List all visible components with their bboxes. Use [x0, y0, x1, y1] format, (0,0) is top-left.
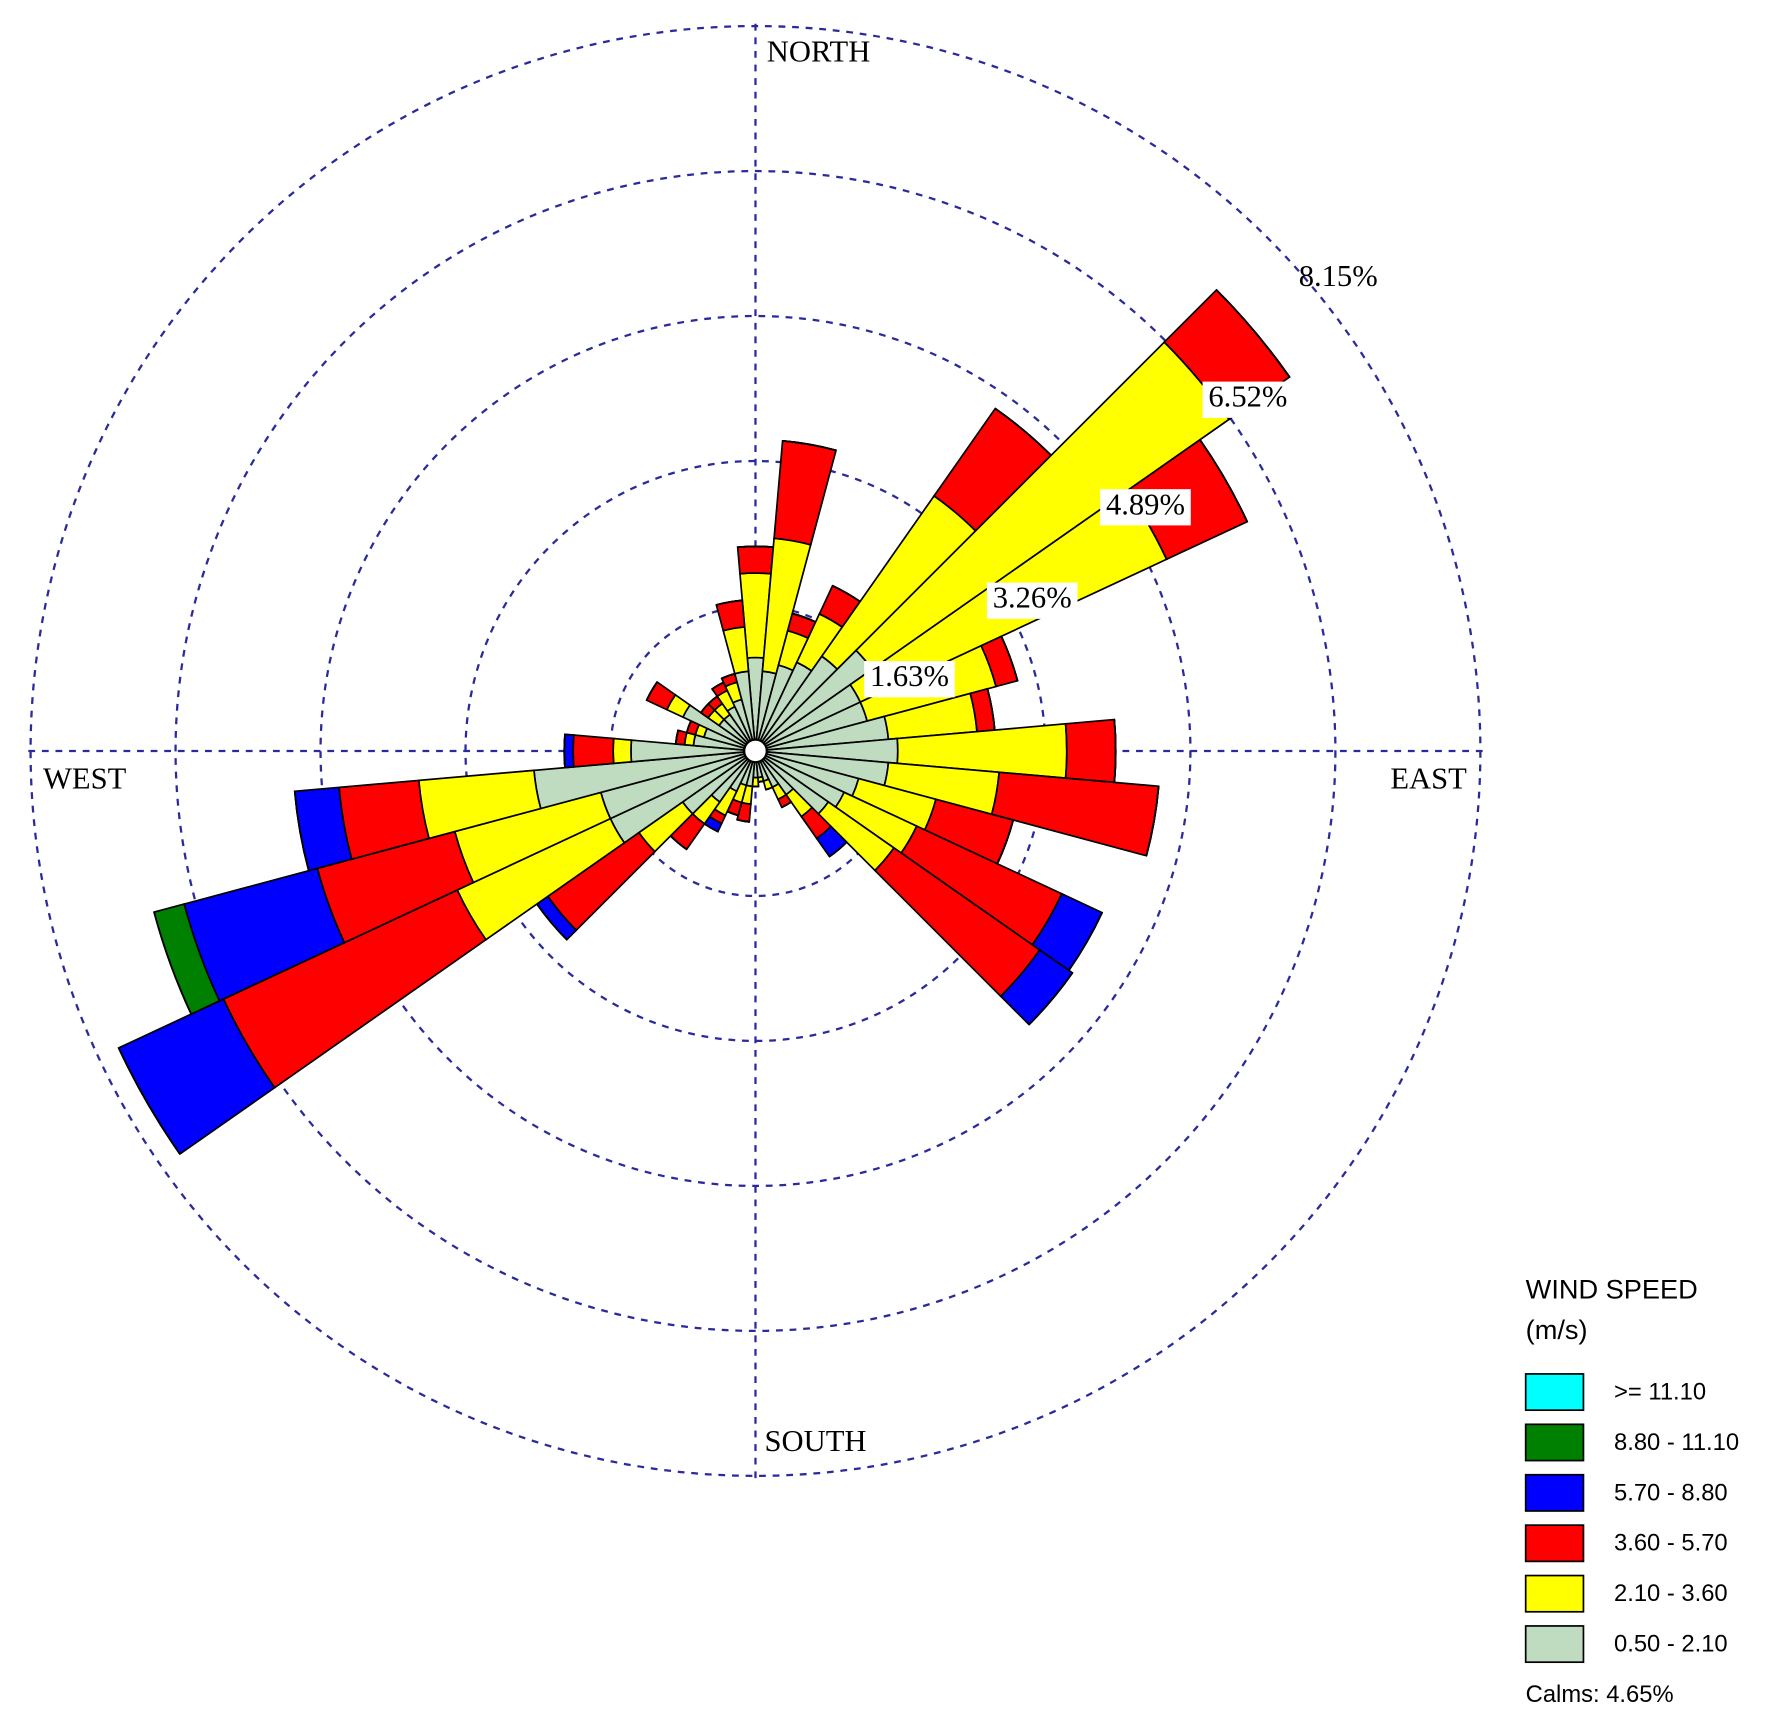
- wind-segment: [773, 439, 838, 546]
- bars: [117, 288, 1291, 1156]
- compass-label: WEST: [43, 762, 127, 796]
- wind-segment: [1000, 635, 1019, 681]
- compass-label: EAST: [1390, 762, 1467, 796]
- legend-swatch: [1524, 1423, 1585, 1462]
- wind-segment: [715, 599, 746, 632]
- legend-swatch: [1524, 1574, 1585, 1613]
- labels: 1.63% 3.26% 4.89% 6.52% 8.15% NORTH EAST SOUTH W…: [43, 34, 1467, 1458]
- legend-swatch: [1524, 1524, 1585, 1563]
- ring-label-bg: [1100, 489, 1191, 526]
- wind-segment: [737, 545, 774, 549]
- wind-segment: [1145, 786, 1160, 856]
- wind-segment: [612, 737, 633, 765]
- wind-segment: [117, 1047, 181, 1155]
- legend-title: (m/s): [1526, 1314, 1588, 1345]
- legend-label: 3.60 - 5.70: [1614, 1530, 1728, 1557]
- wind-segment: [765, 786, 773, 791]
- compass-label: NORTH: [767, 34, 870, 68]
- wind-segment: [563, 734, 566, 768]
- ring-label: 6.52%: [1208, 380, 1287, 414]
- ring-label: 1.63%: [870, 659, 949, 693]
- ring-label-bg: [1202, 381, 1294, 418]
- legend-label: 5.70 - 8.80: [1614, 1479, 1728, 1506]
- legend-swatch: [1524, 1373, 1585, 1412]
- ring-label: 3.26%: [993, 581, 1072, 615]
- ring-label-bg: [864, 661, 955, 698]
- grid-ring: [174, 169, 1337, 1333]
- wind-segment: [736, 545, 775, 575]
- wind-segment: [645, 681, 658, 701]
- wind-segment: [572, 734, 615, 768]
- legend-swatch: [1524, 1473, 1585, 1512]
- wind-segment: [1215, 289, 1291, 378]
- wind-segment: [1064, 718, 1117, 784]
- legend-label: 0.50 - 2.10: [1614, 1630, 1728, 1657]
- wind-segment: [563, 733, 575, 769]
- wind-segment: [990, 771, 1160, 857]
- calms-label: Calms: 4.65%: [1526, 1681, 1674, 1708]
- legend: 0.50 - 2.10 2.10 - 3.60 3.60 - 5.70 5.70 - …: [1524, 1373, 1739, 1664]
- wind-segment: [722, 626, 750, 675]
- legend-swatch: [1524, 1625, 1585, 1664]
- calm-circle: [743, 738, 768, 764]
- wind-segment: [1028, 972, 1074, 1026]
- legend-label: 2.10 - 3.60: [1614, 1580, 1728, 1607]
- legend-title: WIND SPEED: [1526, 1273, 1698, 1304]
- ring-label: 4.89%: [1106, 487, 1185, 521]
- legend-label: >= 11.10: [1614, 1378, 1706, 1405]
- compass-label: SOUTH: [765, 1424, 867, 1458]
- legend-label: 8.80 - 11.10: [1614, 1429, 1739, 1456]
- wind-segment: [674, 730, 679, 745]
- ring-label: 8.15%: [1299, 259, 1378, 293]
- ring-label-bg: [986, 582, 1078, 619]
